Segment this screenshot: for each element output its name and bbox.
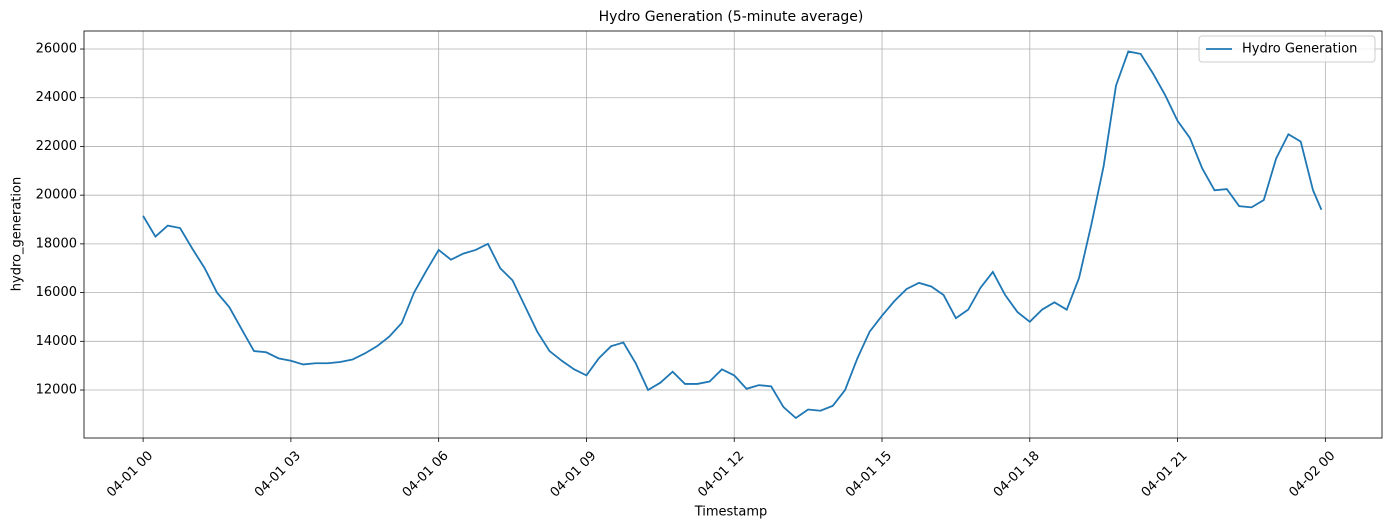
legend-label: Hydro Generation bbox=[1242, 42, 1357, 57]
y-tick-label: 24000 bbox=[36, 90, 77, 105]
x-tick-label: 04-01 09 bbox=[548, 448, 600, 500]
y-tick-label: 14000 bbox=[36, 334, 77, 349]
x-tick-label: 04-01 00 bbox=[104, 448, 156, 500]
x-tick-label: 04-01 12 bbox=[695, 448, 747, 500]
chart-title: Hydro Generation (5-minute average) bbox=[599, 9, 864, 25]
y-tick-label: 18000 bbox=[36, 236, 77, 251]
legend: Hydro Generation bbox=[1198, 35, 1376, 63]
x-tick-label: 04-01 03 bbox=[252, 448, 304, 500]
x-tick-label: 04-01 15 bbox=[843, 448, 895, 500]
plot-frame bbox=[83, 30, 1383, 439]
y-tick-label: 12000 bbox=[36, 383, 77, 398]
y-tick-label: 26000 bbox=[36, 42, 77, 57]
x-tick-label: 04-01 06 bbox=[400, 448, 452, 500]
y-axis-label: hydro_generation bbox=[10, 177, 25, 291]
x-tick-label: 04-02 00 bbox=[1286, 448, 1338, 500]
x-tick-label: 04-01 21 bbox=[1139, 448, 1191, 500]
y-tick-label: 22000 bbox=[36, 139, 77, 154]
x-axis-label: Timestamp bbox=[694, 505, 768, 520]
y-tick-label: 20000 bbox=[36, 188, 77, 203]
data-line bbox=[142, 50, 1323, 420]
legend-box bbox=[1198, 35, 1376, 63]
x-tick-label: 04-01 18 bbox=[991, 448, 1043, 500]
y-tick-label: 16000 bbox=[36, 285, 77, 300]
